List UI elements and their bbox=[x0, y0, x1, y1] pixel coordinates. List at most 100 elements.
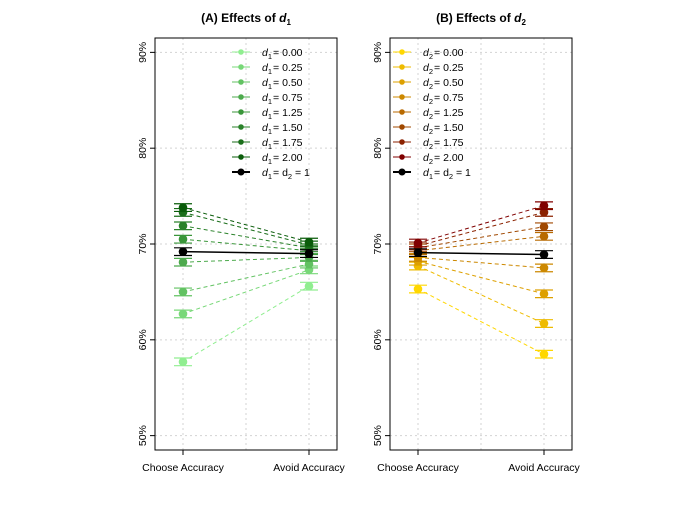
legend-sub: 2 bbox=[429, 67, 433, 76]
legend-item: d2= 1.50 bbox=[393, 122, 464, 136]
legend-rhs-sub: 2 bbox=[288, 172, 292, 181]
y-tick-label: 90% bbox=[137, 42, 149, 63]
data-point bbox=[178, 309, 188, 319]
legend-sub: 2 bbox=[429, 82, 433, 91]
series-1 bbox=[409, 284, 553, 359]
legend-marker bbox=[399, 154, 405, 160]
legend-label: d1= 0.25 bbox=[262, 62, 303, 76]
x-tick-label: Avoid Accuracy bbox=[508, 462, 580, 474]
y-tick-label: 70% bbox=[372, 233, 384, 254]
legend-rhs: = 0.50 bbox=[273, 77, 303, 89]
series-line bbox=[182, 211, 310, 246]
data-point bbox=[539, 222, 549, 232]
legend-var: d bbox=[423, 47, 430, 59]
legend-rhs: = 1.25 bbox=[434, 107, 464, 119]
title-subscript: 1 bbox=[286, 18, 291, 27]
legend-label: d2= 0.00 bbox=[423, 47, 464, 61]
y-tick-label: 80% bbox=[372, 138, 384, 159]
series-line bbox=[182, 225, 310, 249]
data-point bbox=[304, 281, 314, 291]
panel-title: (B) Effects of d2 bbox=[436, 11, 526, 27]
title-variable: d bbox=[279, 11, 287, 25]
x-tick-label: Avoid Accuracy bbox=[273, 462, 345, 474]
title-prefix: (B) Effects of bbox=[436, 11, 514, 25]
legend-label: d2= 0.75 bbox=[423, 92, 464, 106]
data-point bbox=[539, 319, 549, 328]
legend-item: d2= 0.25 bbox=[393, 62, 464, 76]
legend-rhs-tail: = 1 bbox=[453, 167, 471, 179]
y-tick-label: 60% bbox=[137, 329, 149, 350]
legend-sub: 1 bbox=[268, 52, 272, 61]
legend-item: d2= 1.25 bbox=[393, 107, 464, 121]
legend-sub: 2 bbox=[429, 157, 433, 166]
legend-var: d bbox=[423, 77, 430, 89]
legend-marker bbox=[238, 124, 244, 130]
series-line bbox=[417, 235, 545, 252]
data-point bbox=[304, 249, 314, 258]
legend-marker bbox=[238, 79, 244, 85]
series-line bbox=[182, 250, 310, 255]
legend-rhs: = 0.00 bbox=[273, 47, 303, 59]
legend-var: d bbox=[423, 107, 430, 119]
legend-label: d2= 2.00 bbox=[423, 152, 464, 166]
legend-label: d2= 1.75 bbox=[423, 137, 464, 151]
legend-var: d bbox=[262, 47, 269, 59]
legend-marker bbox=[399, 94, 405, 100]
legend-marker bbox=[399, 139, 405, 145]
legend-sub: 1 bbox=[268, 172, 272, 181]
legend-rhs: = 0.25 bbox=[434, 62, 464, 74]
legend-item: d1= d2 = 1 bbox=[393, 167, 471, 181]
legend-label: d2= 0.50 bbox=[423, 77, 464, 91]
legend-item: d2= 0.50 bbox=[393, 77, 464, 91]
legend-item: d2= 1.75 bbox=[393, 137, 464, 151]
legend-marker bbox=[399, 109, 405, 115]
legend-var: d bbox=[423, 122, 430, 134]
legend-sub: 2 bbox=[429, 52, 433, 61]
legend-sub: 2 bbox=[429, 112, 433, 121]
legend-sub: 2 bbox=[429, 127, 433, 136]
series-8 bbox=[409, 201, 553, 248]
legend-item: d1= 0.75 bbox=[232, 92, 303, 106]
y-tick-label: 50% bbox=[137, 425, 149, 446]
data-point bbox=[178, 247, 188, 256]
legend-var: d bbox=[262, 152, 269, 164]
legend-sub: 1 bbox=[268, 142, 272, 151]
series-9 bbox=[409, 248, 553, 259]
legend-item: d1= 1.75 bbox=[232, 137, 303, 151]
legend-var: d bbox=[262, 62, 269, 74]
data-point bbox=[178, 234, 188, 244]
data-point bbox=[539, 208, 549, 217]
series-line bbox=[182, 256, 310, 263]
legend-item: d2= 0.00 bbox=[393, 47, 464, 61]
title-prefix: (A) Effects of bbox=[201, 11, 279, 25]
series-line bbox=[417, 251, 545, 256]
legend-marker bbox=[399, 64, 405, 70]
legend-label: d1= 0.50 bbox=[262, 77, 303, 91]
legend-var: d bbox=[262, 167, 269, 179]
legend-marker bbox=[238, 49, 244, 55]
series-line bbox=[417, 265, 545, 324]
legend-var: d bbox=[423, 167, 430, 179]
legend-label: d2= 1.25 bbox=[423, 107, 464, 121]
legend-var: d bbox=[262, 92, 269, 104]
series-line bbox=[417, 288, 545, 355]
legend-sub: 1 bbox=[268, 82, 272, 91]
data-point bbox=[539, 289, 549, 299]
y-tick-label: 80% bbox=[137, 138, 149, 159]
data-point bbox=[304, 237, 314, 247]
legend-rhs-tail: = 1 bbox=[292, 167, 310, 179]
legend-label: d1= 1.75 bbox=[262, 137, 303, 151]
legend-sub: 1 bbox=[268, 127, 272, 136]
legend-marker bbox=[237, 168, 245, 176]
legend-label: d2= 1.50 bbox=[423, 122, 464, 136]
legend-sub: 1 bbox=[268, 67, 272, 76]
series-2 bbox=[409, 261, 553, 328]
legend-rhs-sub: 2 bbox=[449, 172, 453, 181]
legend-label: d1= 0.75 bbox=[262, 92, 303, 106]
panel-title: (A) Effects of d1 bbox=[201, 11, 291, 27]
legend-rhs: = 0.75 bbox=[273, 92, 303, 104]
